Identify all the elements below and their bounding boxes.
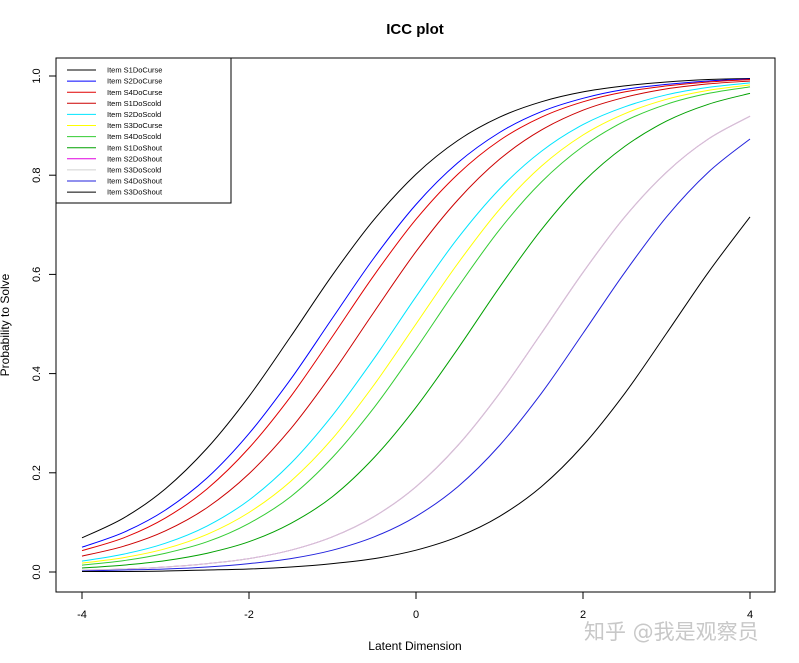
series-line-5 — [81, 82, 751, 562]
x-tick-label: 4 — [747, 609, 753, 621]
y-tick-label: 0.0 — [31, 564, 43, 579]
series-line-6 — [81, 84, 751, 564]
legend-label: Item S4DoCurse — [107, 88, 162, 97]
legend-label: Item S4DoShout — [107, 177, 163, 186]
y-tick-label: 0.8 — [31, 168, 43, 183]
legend-label: Item S3DoShout — [107, 188, 163, 197]
x-axis: -4 -2 0 2 4 — [77, 591, 753, 621]
x-tick-label: -2 — [244, 609, 254, 621]
legend-label: Item S3DoScold — [107, 166, 161, 175]
legend-box — [55, 57, 232, 204]
legend-label: Item S2DoShout — [107, 154, 163, 163]
series-line-10 — [81, 115, 751, 571]
y-axis: 0.0 0.2 0.4 0.6 0.8 1.0 — [31, 68, 57, 580]
legend-label: Item S3DoCurse — [107, 121, 162, 130]
x-tick-label: 0 — [413, 609, 419, 621]
series-line-8 — [81, 92, 751, 569]
chart-title: ICC plot — [386, 21, 444, 38]
y-tick-label: 0.4 — [31, 366, 43, 381]
series-line-11 — [81, 138, 751, 572]
watermark-text: 知乎 @我是观察员 — [584, 620, 759, 644]
legend-label: Item S1DoScold — [107, 99, 161, 108]
legend-label: Item S2DoScold — [107, 110, 161, 119]
legend-label: Item S1DoCurse — [107, 66, 162, 75]
y-tick-label: 1.0 — [31, 68, 43, 83]
series-line-2 — [81, 78, 751, 548]
y-tick-label: 0.6 — [31, 267, 43, 282]
series-line-7 — [81, 86, 751, 566]
legend-label: Item S4DoScold — [107, 132, 161, 141]
x-axis-label: Latent Dimension — [368, 639, 461, 653]
series-line-3 — [81, 79, 751, 552]
legend-label: Item S2DoCurse — [107, 77, 162, 86]
y-axis-label: Probability to Solve — [0, 273, 12, 376]
series-line-12 — [81, 216, 751, 573]
x-tick-label: 2 — [580, 609, 586, 621]
series-line-4 — [81, 80, 751, 557]
legend-label: Item S1DoShout — [107, 143, 163, 152]
y-tick-label: 0.2 — [31, 465, 43, 480]
legend: Item S1DoCurse Item S2DoCurse Item S4DoCur… — [55, 57, 232, 204]
series-layer — [81, 78, 751, 573]
x-tick-label: -4 — [77, 609, 87, 621]
series-line-1 — [81, 78, 751, 539]
